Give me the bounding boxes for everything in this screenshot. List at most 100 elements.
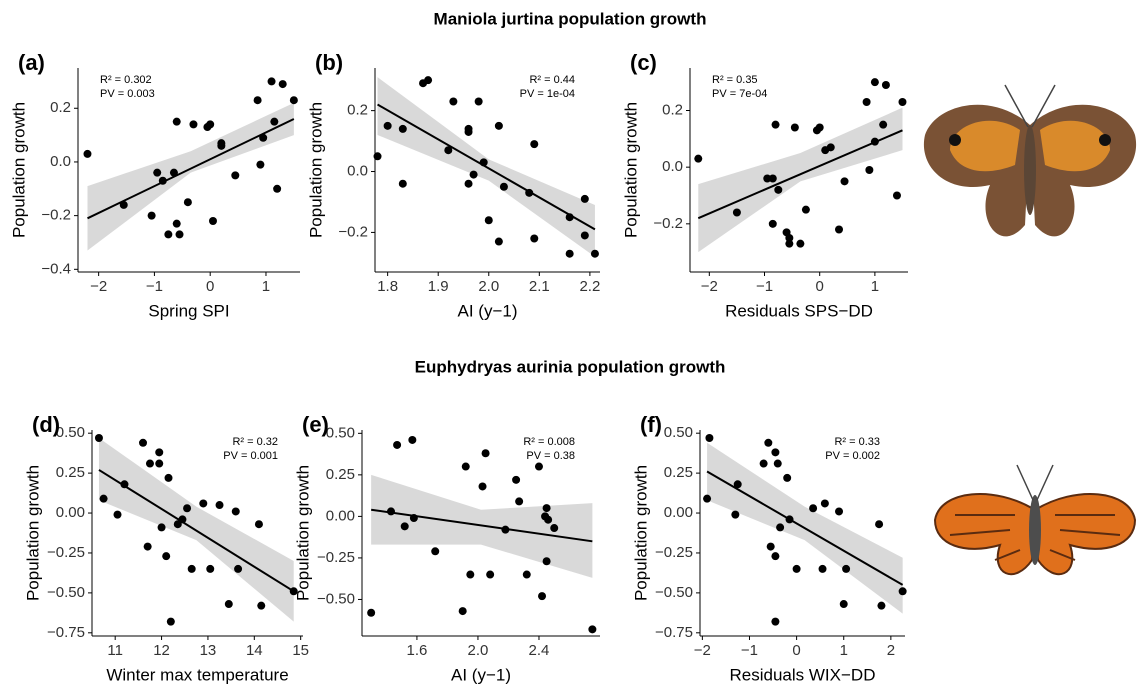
x-tick-label: 1.8 xyxy=(377,278,398,295)
point xyxy=(424,76,433,85)
point xyxy=(835,225,844,234)
point xyxy=(870,78,879,87)
point xyxy=(771,617,780,626)
point xyxy=(879,120,888,129)
point xyxy=(815,123,824,132)
y-tick-label: −0.2 xyxy=(338,223,368,240)
point xyxy=(464,124,473,133)
point xyxy=(183,504,192,513)
point xyxy=(865,166,874,174)
point xyxy=(461,462,470,471)
annotation: PV = 0.002 xyxy=(825,450,880,462)
butterfly-marsh-fritillary xyxy=(933,464,1137,576)
point xyxy=(254,520,263,529)
point xyxy=(774,185,783,194)
point xyxy=(175,230,184,239)
point xyxy=(408,435,417,444)
y-tick-label: −0.50 xyxy=(317,590,355,607)
point xyxy=(189,120,198,129)
point xyxy=(881,81,890,89)
point xyxy=(839,600,848,609)
point xyxy=(466,570,475,579)
x-tick-label: 2.0 xyxy=(468,642,489,659)
confidence-band xyxy=(698,107,903,253)
point xyxy=(790,123,799,132)
point xyxy=(818,564,827,573)
point xyxy=(759,459,768,468)
point xyxy=(449,97,458,106)
x-tick-label: 2.0 xyxy=(478,278,499,295)
annotation: PV = 7e-04 xyxy=(712,88,767,100)
y-axis-title: Population growth xyxy=(631,465,650,601)
point xyxy=(792,564,801,573)
y-tick-label: 0.0 xyxy=(662,158,683,175)
point xyxy=(733,480,742,489)
y-tick-label: 0.00 xyxy=(664,504,693,521)
x-axis-title: Residuals SPS−DD xyxy=(725,301,873,320)
point xyxy=(530,140,539,149)
point xyxy=(703,494,712,503)
point xyxy=(166,617,175,626)
confidence-band xyxy=(87,102,294,251)
x-tick-label: 1.9 xyxy=(428,278,449,295)
panel-label: (a) xyxy=(18,50,45,75)
point xyxy=(172,219,181,228)
point xyxy=(776,523,785,532)
point xyxy=(458,607,467,616)
panel-label: (c) xyxy=(630,50,657,75)
point xyxy=(257,601,266,610)
x-axis-title: AI (y−1) xyxy=(451,665,511,684)
point xyxy=(289,96,298,105)
point xyxy=(544,515,553,524)
point xyxy=(764,438,773,447)
annotation: R² = 0.33 xyxy=(834,436,880,448)
y-tick-label: −0.2 xyxy=(653,215,683,232)
point xyxy=(143,542,152,551)
fit-line xyxy=(706,470,904,586)
point xyxy=(206,120,215,129)
point xyxy=(234,564,243,573)
point xyxy=(273,184,282,193)
x-tick-label: 2.2 xyxy=(579,278,600,295)
point xyxy=(785,234,794,242)
point xyxy=(113,510,122,519)
point xyxy=(99,494,108,503)
y-tick-label: −0.4 xyxy=(41,260,71,277)
fit-line xyxy=(98,469,295,593)
x-tick-label: 2.4 xyxy=(529,642,550,659)
point xyxy=(256,160,265,169)
point xyxy=(809,504,818,513)
point xyxy=(534,462,543,471)
point xyxy=(367,608,376,617)
point xyxy=(393,440,402,449)
point xyxy=(580,194,589,203)
point xyxy=(469,170,478,179)
annotation: PV = 1e-04 xyxy=(520,88,575,100)
y-tick-label: −0.50 xyxy=(655,584,693,601)
point xyxy=(512,475,521,484)
point xyxy=(83,149,92,158)
x-axis-title: Residuals WIX−DD xyxy=(730,665,876,684)
point xyxy=(183,198,192,207)
point xyxy=(515,497,524,506)
y-tick-label: 0.2 xyxy=(347,102,368,119)
point xyxy=(267,77,276,86)
y-tick-label: 0.50 xyxy=(664,424,693,441)
x-tick-label: 15 xyxy=(292,642,309,659)
point xyxy=(253,96,262,105)
y-axis-title: Population growth xyxy=(621,102,640,238)
point xyxy=(478,482,487,491)
point xyxy=(821,146,830,155)
y-tick-label: −0.25 xyxy=(47,544,85,561)
fit-line xyxy=(87,118,295,220)
point xyxy=(820,499,829,508)
x-tick-label: −1 xyxy=(741,642,758,659)
point xyxy=(771,448,780,457)
point xyxy=(373,152,382,161)
point xyxy=(162,552,171,561)
x-tick-label: 12 xyxy=(153,642,170,659)
point xyxy=(580,231,589,240)
fit-line xyxy=(697,129,903,220)
point xyxy=(206,564,215,573)
point xyxy=(398,179,407,188)
